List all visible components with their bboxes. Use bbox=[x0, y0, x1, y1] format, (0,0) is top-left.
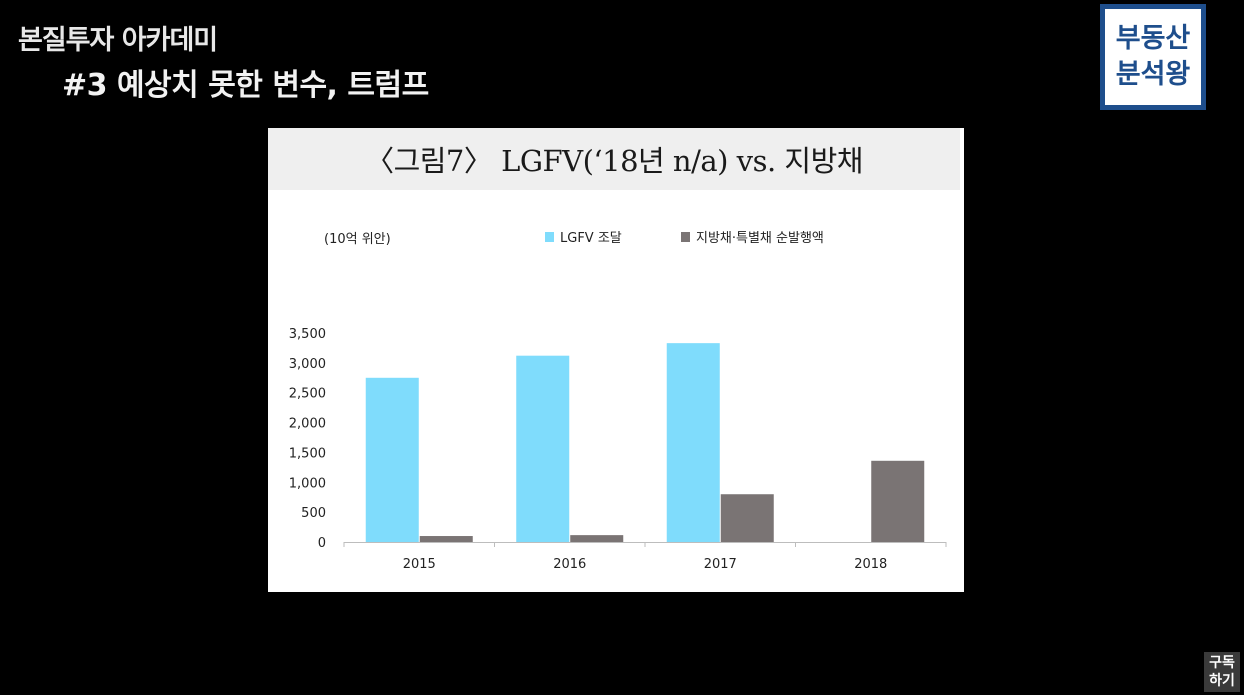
bar-1-2015 bbox=[365, 377, 419, 542]
bar-chart: (10억 위안) LGFV 조달 지방채·특별채 순발행액 0 500 1,000 1,50… bbox=[289, 230, 947, 572]
channel-logo[interactable]: 부동산 분석왕 bbox=[1100, 4, 1206, 110]
x-tick-label: 2015 bbox=[403, 557, 436, 572]
y-tick-label: 0 bbox=[318, 536, 326, 551]
legend-label-2: 지방채·특별채 순발행액 bbox=[696, 230, 824, 246]
x-tick-label: 2017 bbox=[704, 557, 737, 572]
logo-line-2: 분석왕 bbox=[1115, 59, 1191, 90]
bar-2-2018 bbox=[871, 460, 925, 542]
subscribe-line-1: 구독 bbox=[1209, 655, 1235, 671]
channel-logo-text: 부동산 분석왕 bbox=[1105, 9, 1201, 105]
x-tick-label: 2016 bbox=[553, 557, 586, 572]
y-tick-label: 1,500 bbox=[289, 446, 326, 461]
chart-title-bar: 〈그림7〉 LGFV(‘18년 n/a) vs. 지방채 bbox=[268, 128, 960, 190]
bar-1-2017 bbox=[666, 343, 720, 542]
y-tick-label: 3,500 bbox=[289, 327, 326, 342]
x-tick-label: 2018 bbox=[854, 557, 887, 572]
y-tick-label: 1,000 bbox=[289, 476, 326, 491]
legend-swatch-2 bbox=[681, 232, 690, 242]
legend-swatch-1 bbox=[545, 232, 554, 242]
chart-card: 〈그림7〉 LGFV(‘18년 n/a) vs. 지방채 (10억 위안) LGF… bbox=[268, 128, 964, 592]
unit-label: (10억 위안) bbox=[324, 232, 391, 247]
logo-line-1: 부동산 bbox=[1115, 23, 1191, 54]
y-tick-label: 500 bbox=[301, 506, 326, 521]
y-tick-label: 3,000 bbox=[289, 357, 326, 372]
bar-2-2015 bbox=[419, 536, 473, 542]
bar-2-2016 bbox=[570, 535, 624, 542]
bar-1-2016 bbox=[516, 355, 570, 542]
episode-title: #3 예상치 못한 변수, 트럼프 bbox=[62, 68, 429, 103]
legend-label-1: LGFV 조달 bbox=[560, 231, 622, 246]
subscribe-line-2: 하기 bbox=[1209, 673, 1235, 689]
y-tick-label: 2,000 bbox=[289, 417, 326, 432]
chart-title: 〈그림7〉 LGFV(‘18년 n/a) vs. 지방채 bbox=[365, 144, 863, 178]
y-tick-label: 2,500 bbox=[289, 387, 326, 402]
bar-2-2017 bbox=[720, 494, 774, 542]
subscribe-button[interactable]: 구독 하기 bbox=[1204, 652, 1240, 692]
channel-name: 본질투자 아카데미 bbox=[18, 25, 218, 56]
